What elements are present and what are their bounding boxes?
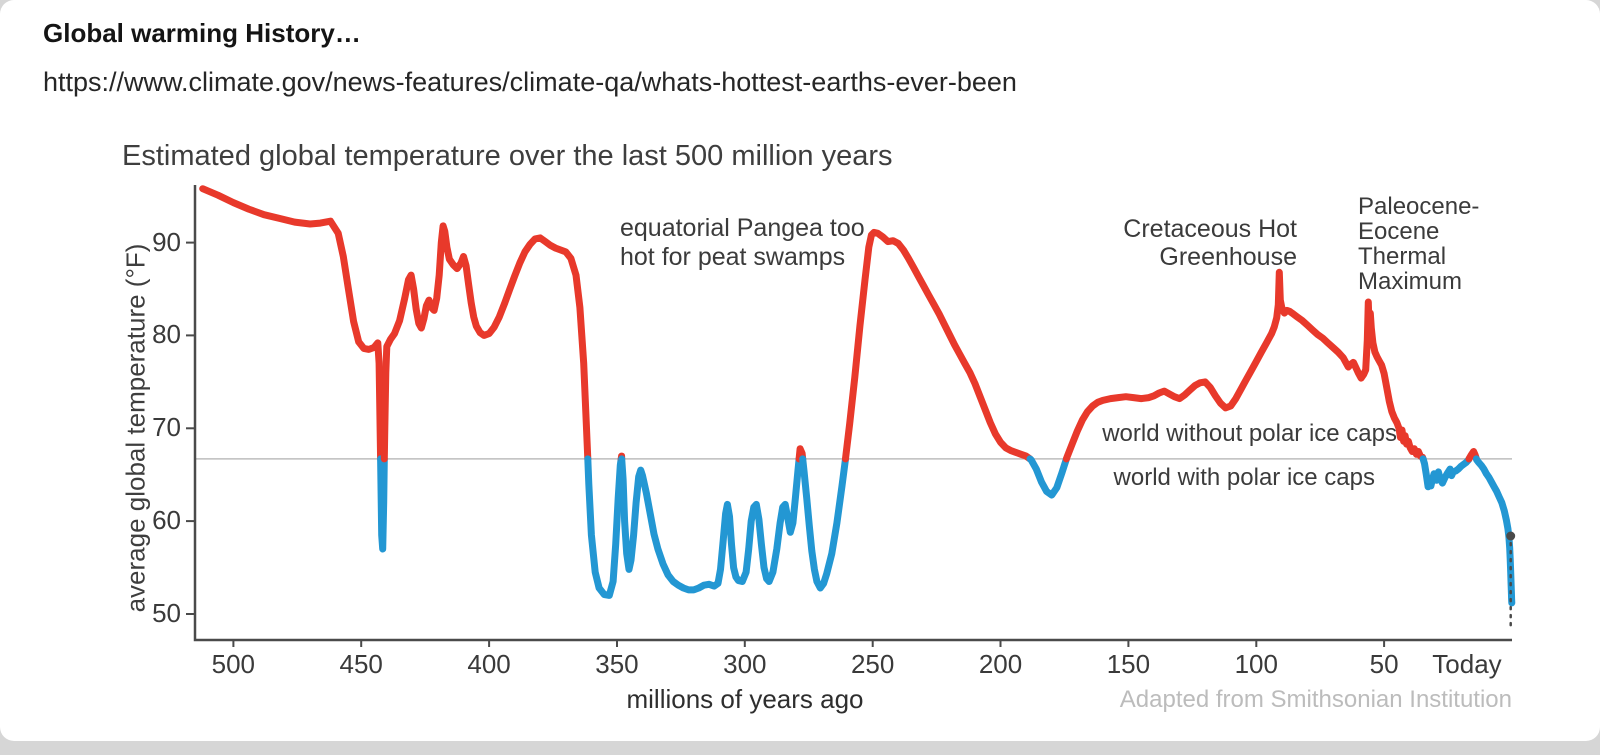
annotation-pangea-line2: hot for peat swamps: [620, 243, 846, 271]
annotation-petm-line2: Eocene: [1358, 218, 1440, 245]
x-tick-label: Today: [1432, 649, 1502, 679]
annotation-petm-line4: Maximum: [1358, 268, 1463, 295]
annotation-petm: Paleocene- Eocene Thermal Maximum: [1358, 194, 1479, 294]
y-tick-label: 50: [152, 598, 181, 628]
temperature-curve-cool-segment: [618, 455, 803, 594]
annotation-pangea-line1: equatorial Pangea too: [620, 214, 865, 242]
temperature-curve-warm-segment: [842, 228, 1034, 463]
x-tick-label: 250: [850, 649, 895, 679]
x-tick-label: 450: [339, 649, 383, 679]
annotation-petm-line3: Thermal: [1358, 243, 1447, 270]
temperature-chart: Estimated global temperature over the la…: [85, 128, 1545, 740]
annotation-cretaceous-line1: Cretaceous Hot: [1123, 215, 1297, 243]
temperature-curve-warm-segment: [380, 222, 592, 463]
chart-title: Estimated global temperature over the la…: [122, 140, 893, 172]
x-tick-label: 300: [723, 649, 767, 679]
temperature-curve-cool-segment: [1419, 455, 1473, 491]
temperature-curve-cool-segment: [1026, 455, 1070, 499]
today-temperature-dot: [1506, 531, 1516, 541]
annotation-cretaceous-line2: Greenhouse: [1159, 243, 1297, 271]
y-tick-label: 70: [152, 412, 181, 443]
temperature-curve-warm-segment: [1062, 268, 1427, 463]
temperature-chart-svg: [186, 185, 1516, 647]
temperature-curve-cool-segment: [799, 455, 849, 592]
page-url[interactable]: https://www.climate.gov/news-features/cl…: [43, 67, 1017, 97]
annotation-cretaceous: Cretaceous Hot Greenhouse: [1123, 215, 1297, 271]
temperature-curve-cool-segment: [1472, 455, 1516, 607]
threshold-label-above: world without polar ice caps: [1102, 420, 1397, 447]
x-tick-label: 350: [595, 649, 639, 679]
temperature-curve-cool-segment: [584, 455, 625, 599]
x-tick-label: 150: [1106, 649, 1151, 679]
temperature-curve-warm-segment: [199, 185, 385, 463]
x-tick-label: 200: [978, 649, 1023, 679]
annotation-petm-line1: Paleocene-: [1358, 193, 1480, 220]
x-tick-label: 100: [1234, 649, 1278, 679]
x-tick-label: 500: [211, 649, 256, 679]
page-title[interactable]: Global warming History…: [43, 18, 361, 48]
y-tick-label: 60: [152, 505, 181, 536]
x-axis-label: millions of years ago: [626, 684, 864, 714]
temperature-curve-cool-segment: [377, 455, 388, 553]
axes: [193, 185, 1512, 642]
attribution-text: Adapted from Smithsonian Institution: [1119, 686, 1512, 713]
x-tick-label: 400: [467, 649, 511, 679]
y-tick-label: 90: [152, 226, 181, 257]
x-tick-label: 50: [1369, 649, 1399, 679]
threshold-label-below: world with polar ice caps: [1113, 464, 1375, 491]
annotation-pangea: equatorial Pangea too hot for peat swamp…: [620, 214, 865, 272]
y-tick-label: 80: [152, 319, 181, 350]
